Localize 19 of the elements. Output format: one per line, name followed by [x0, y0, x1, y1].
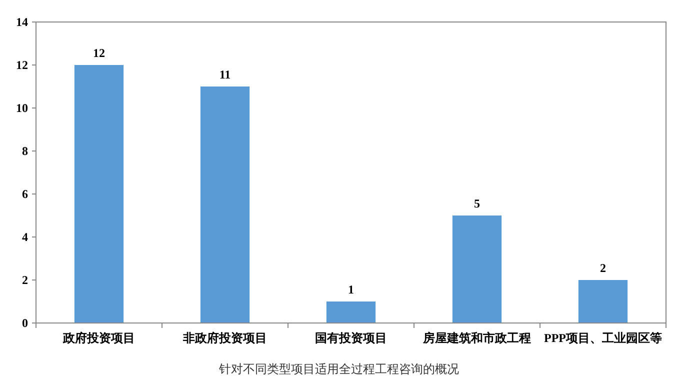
ytick-label: 8 — [22, 144, 28, 158]
xtick-label: 房屋建筑和市政工程 — [423, 331, 531, 345]
ytick-label: 2 — [22, 273, 28, 287]
xtick-label: 政府投资项目 — [63, 331, 135, 345]
ytick-label: 4 — [22, 230, 28, 244]
ytick-label: 10 — [16, 101, 28, 115]
ytick-label: 6 — [22, 187, 28, 201]
data-label: 12 — [93, 46, 105, 60]
xtick-label: 国有投资项目 — [315, 331, 387, 345]
xtick-label: 非政府投资项目 — [183, 331, 267, 345]
ytick-label: 14 — [16, 15, 28, 29]
ytick-label: 0 — [22, 316, 28, 330]
ytick-label: 12 — [16, 58, 28, 72]
data-label: 1 — [348, 282, 354, 296]
data-label: 2 — [600, 261, 606, 275]
data-label: 11 — [219, 68, 231, 82]
data-label: 5 — [474, 196, 480, 210]
caption: 针对不同类型项目适用全过程工程咨询的概况 — [219, 362, 459, 376]
xtick-label: PPP项目、工业园区等 — [544, 331, 662, 345]
